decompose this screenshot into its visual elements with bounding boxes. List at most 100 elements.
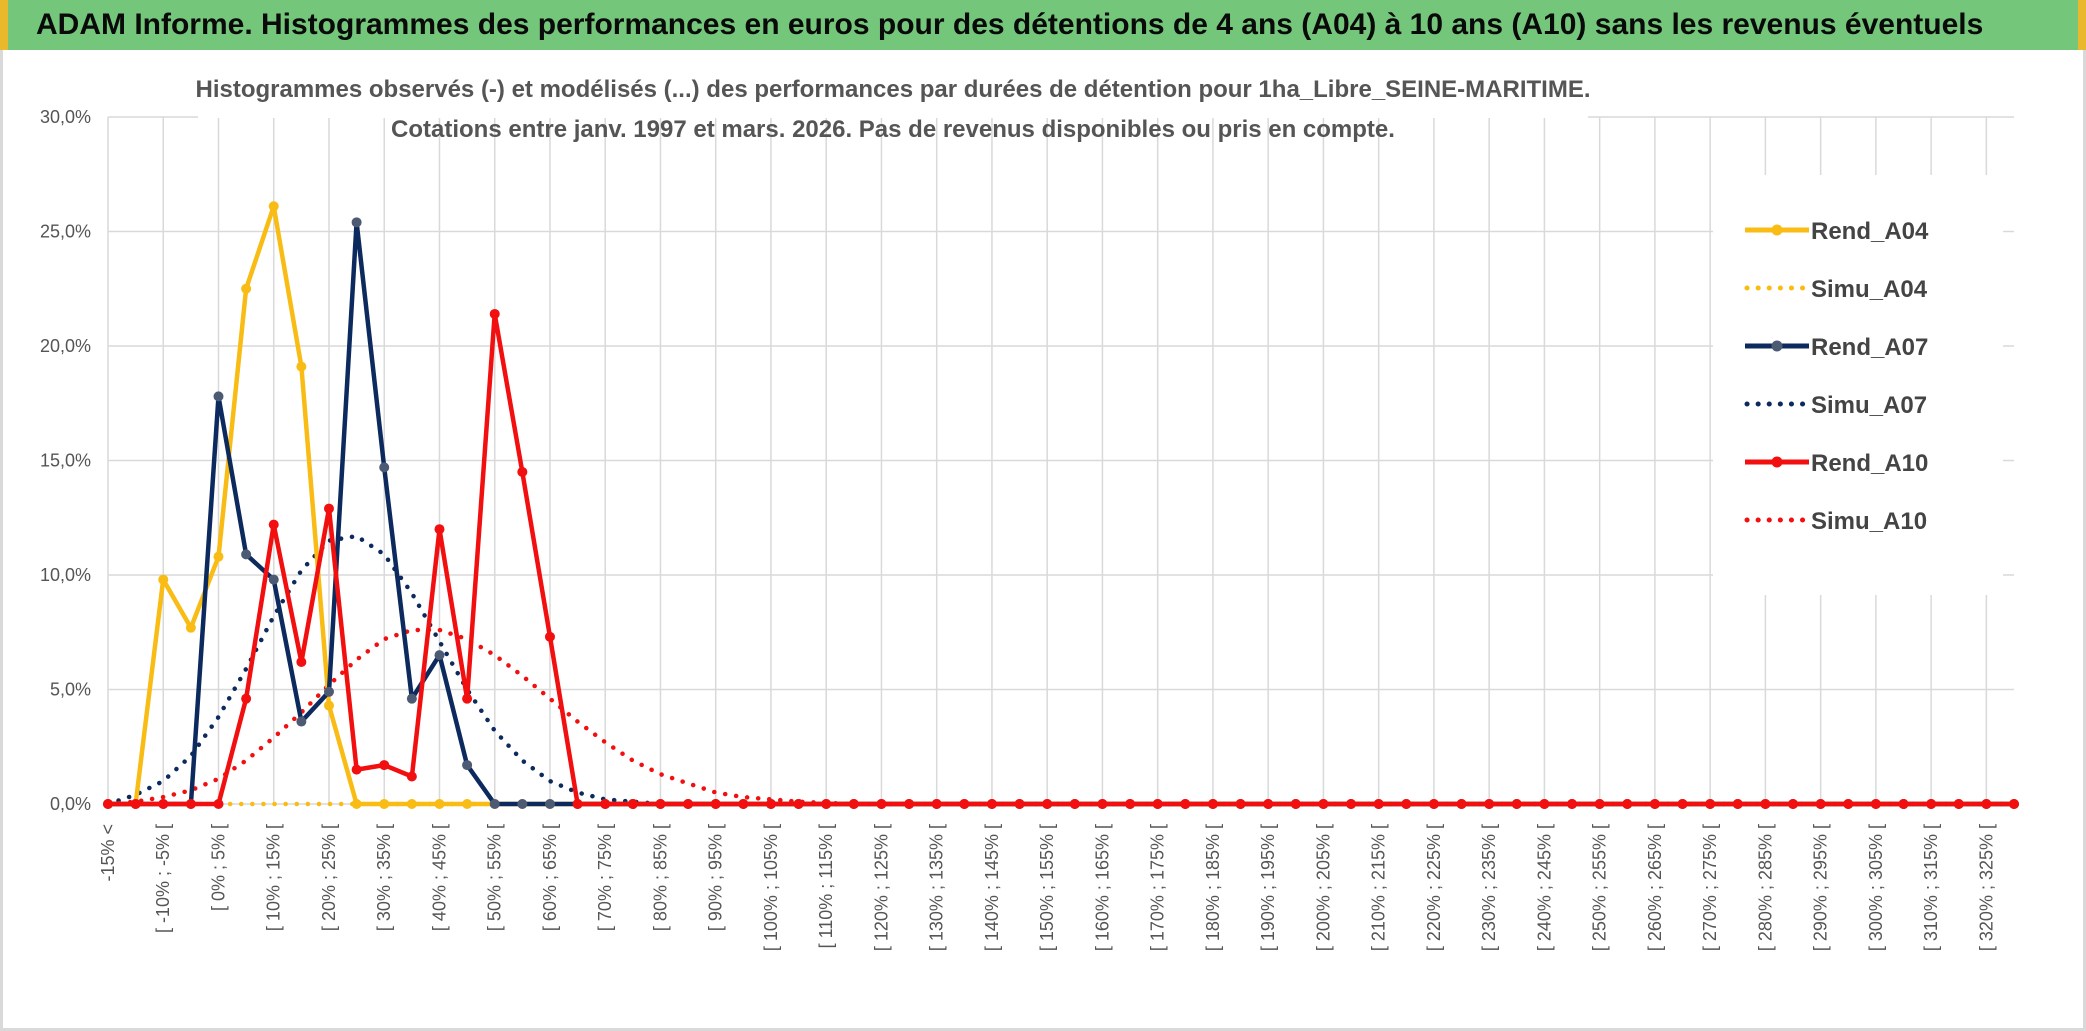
series-line-Rend_A10 [108, 311, 2014, 807]
data-point-Rend_A10 [1870, 799, 1881, 809]
data-point-Rend_A10 [351, 764, 362, 775]
data-point-Rend_A10 [1953, 799, 1964, 809]
x-tick-label: [ 140% ; 145% [ [982, 824, 1002, 951]
x-tick-label: [ 150% ; 155% [ [1037, 824, 1057, 951]
data-point-Rend_A10 [434, 524, 445, 535]
data-point-Rend_A10 [931, 799, 942, 809]
x-tick-label: [ 280% ; 285% [ [1755, 824, 1775, 951]
report-banner: ADAM Informe. Histogrammes des performan… [0, 0, 2086, 50]
data-point-Rend_A10 [379, 760, 390, 771]
x-tick-label: [ 70% ; 75% [ [595, 824, 615, 931]
x-tick-label: [ 290% ; 295% [ [1811, 824, 1831, 951]
data-point-Rend_A07 [379, 462, 390, 473]
data-point-Rend_A07 [351, 217, 362, 228]
data-point-Rend_A10 [1346, 799, 1357, 809]
series [103, 201, 2019, 809]
data-point-Rend_A10 [1401, 799, 1412, 809]
data-point-Rend_A10 [406, 771, 417, 782]
data-point-Rend_A10 [1097, 799, 1108, 809]
data-point-Rend_A10 [600, 799, 611, 809]
x-tick-label: [ 10% ; 15% [ [264, 824, 284, 931]
data-point-Rend_A07 [462, 760, 473, 771]
x-tick-label: [ 210% ; 215% [ [1369, 824, 1389, 951]
data-point-Rend_A04 [323, 700, 334, 711]
x-tick-label: [ 190% ; 195% [ [1258, 824, 1278, 951]
data-point-Rend_A04 [434, 799, 445, 809]
legend-marker-Rend_A04 [1771, 224, 1783, 236]
data-point-Rend_A10 [2009, 799, 2019, 809]
data-point-Rend_A10 [1152, 799, 1163, 809]
data-point-Rend_A10 [572, 799, 583, 809]
data-point-Rend_A04 [241, 283, 252, 294]
data-point-Rend_A10 [904, 799, 915, 809]
y-tick-label: 10,0% [40, 565, 91, 585]
data-point-Rend_A04 [351, 799, 362, 809]
x-tick-label: [ 230% ; 235% [ [1479, 824, 1499, 951]
x-tick-label: [ 60% ; 65% [ [540, 824, 560, 931]
data-point-Rend_A10 [1705, 799, 1716, 809]
data-point-Rend_A10 [1290, 799, 1301, 809]
x-axis-ticks: -15% < [ -10% ; -5% [[ 0% ; 5% [[ 10% ; 1… [98, 824, 1996, 951]
data-point-Rend_A10 [1456, 799, 1467, 809]
chart-title: Histogrammes observés (-) et modélisés (… [195, 76, 1590, 103]
x-tick-label: [ 170% ; 175% [ [1148, 824, 1168, 951]
data-point-Rend_A10 [489, 308, 500, 319]
histogram-line-chart: 0,0% 5,0% 10,0% 15,0% 20,0% 25,0% 30,0% -15% <… [40, 56, 2019, 951]
data-point-Rend_A04 [213, 551, 224, 562]
chart-area: 0,0% 5,0% 10,0% 15,0% 20,0% 25,0% 30,0% -15% <… [0, 50, 2086, 1031]
chart-subtitle: Cotations entre janv. 1997 et mars. 2026… [391, 116, 1395, 143]
data-point-Rend_A10 [1125, 799, 1136, 809]
data-point-Rend_A04 [379, 799, 390, 809]
legend: Rend_A04 Simu_A04 Rend_A07 Simu_A07 Rend_A10… [1713, 175, 2003, 595]
x-tick-label: [ 300% ; 305% [ [1866, 824, 1886, 951]
data-point-Rend_A10 [323, 503, 334, 514]
data-point-Rend_A10 [462, 693, 473, 704]
x-tick-label: [ 220% ; 225% [ [1424, 824, 1444, 951]
data-point-Rend_A07 [296, 716, 307, 727]
data-point-Rend_A04 [462, 799, 473, 809]
x-tick-label: [ 160% ; 165% [ [1092, 824, 1112, 951]
data-point-Rend_A10 [1788, 799, 1799, 809]
data-point-Rend_A07 [268, 574, 279, 585]
y-tick-label: 25,0% [40, 222, 91, 242]
data-point-Rend_A10 [1539, 799, 1550, 809]
y-tick-label: 0,0% [50, 794, 91, 814]
data-point-Rend_A10 [1815, 799, 1826, 809]
x-tick-label: -15% < [98, 824, 118, 882]
x-tick-label: [ 90% ; 95% [ [706, 824, 726, 931]
title-background [198, 56, 1588, 118]
data-point-Rend_A10 [986, 799, 997, 809]
legend-label-Simu_A07: Simu_A07 [1811, 392, 1927, 419]
series-line-Simu_A07 [105, 533, 2017, 807]
data-point-Rend_A10 [1263, 799, 1274, 809]
data-point-Rend_A10 [213, 799, 224, 809]
data-point-Rend_A07 [489, 799, 500, 809]
data-point-Rend_A10 [103, 799, 113, 809]
data-point-Rend_A10 [1622, 799, 1633, 809]
x-tick-label: [ 40% ; 45% [ [429, 824, 449, 931]
y-axis-ticks: 0,0% 5,0% 10,0% 15,0% 20,0% 25,0% 30,0% [40, 107, 91, 814]
legend-marker-Rend_A10 [1771, 456, 1783, 468]
data-point-Rend_A10 [544, 631, 555, 642]
data-point-Rend_A10 [683, 799, 694, 809]
x-tick-label: [ 270% ; 275% [ [1700, 824, 1720, 951]
data-point-Rend_A10 [821, 799, 832, 809]
data-point-Rend_A07 [213, 391, 224, 402]
data-point-Rend_A10 [1484, 799, 1495, 809]
legend-background [1713, 175, 2003, 595]
data-point-Rend_A04 [158, 574, 169, 585]
data-point-Rend_A10 [848, 799, 859, 809]
x-tick-label: [ 260% ; 265% [ [1645, 824, 1665, 951]
data-point-Rend_A10 [876, 799, 887, 809]
data-point-Rend_A10 [1180, 799, 1191, 809]
data-point-Rend_A04 [296, 361, 307, 372]
x-tick-label: [ 50% ; 55% [ [485, 824, 505, 931]
legend-marker-Rend_A07 [1771, 340, 1783, 352]
data-point-Rend_A10 [1042, 799, 1053, 809]
x-tick-label: [ 20% ; 25% [ [319, 824, 339, 931]
data-point-Rend_A10 [959, 799, 970, 809]
x-tick-label: [ 30% ; 35% [ [374, 824, 394, 931]
data-point-Rend_A10 [185, 799, 196, 809]
x-tick-label: [ 130% ; 135% [ [927, 824, 947, 951]
legend-label-Rend_A10: Rend_A10 [1811, 450, 1928, 477]
